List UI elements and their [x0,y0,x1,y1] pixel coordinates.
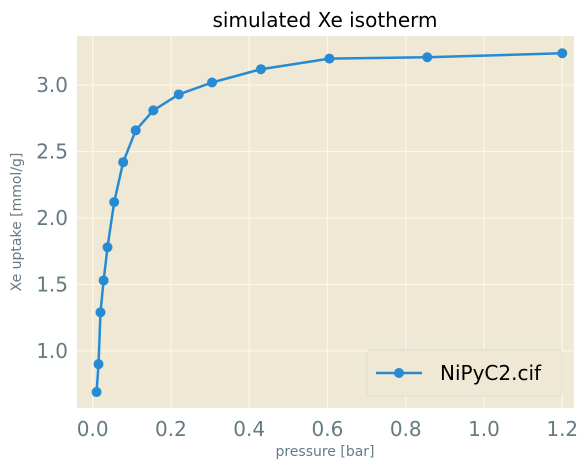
data-point [324,53,335,64]
x-tick-label: 0.2 [155,417,187,441]
x-tick-label: 0.8 [390,417,422,441]
x-tick-label: 1.0 [468,417,500,441]
data-point [207,77,218,88]
plot-area [77,36,574,408]
x-tick-label: 0.6 [312,417,344,441]
legend-marker-sample [394,368,404,378]
data-point [109,197,120,208]
data-point [93,359,104,370]
data-point [95,307,106,318]
y-tick-label: 3.0 [36,73,68,97]
legend-box [366,349,563,397]
data-point [422,52,433,63]
grid-lines [77,36,574,408]
data-point [557,48,568,59]
x-tick-label: 0.4 [233,417,265,441]
x-tick-label: 0.0 [77,417,109,441]
legend: NiPyC2.cif [366,349,563,397]
data-point [173,89,184,100]
y-tick-label: 2.0 [36,206,68,230]
chart-title: simulated Xe isotherm [213,8,438,32]
y-tick-label: 1.5 [36,272,68,296]
data-point [118,157,129,168]
x-tick-label: 1.2 [546,417,578,441]
data-point [102,242,113,253]
data-point [91,387,102,398]
data-point [130,125,141,136]
data-point [255,64,266,75]
y-tick-label: 2.5 [36,140,68,164]
data-point [98,275,109,286]
x-axis-ticks: 0.0 0.2 0.4 0.6 0.8 1.0 1.2 [77,417,578,441]
y-tick-label: 1.0 [36,339,68,363]
legend-label: NiPyC2.cif [440,361,542,385]
x-axis-title: pressure [bar] [275,444,374,460]
y-axis-ticks: 1.0 1.5 2.0 2.5 3.0 [36,73,68,363]
data-point [148,105,159,116]
y-axis-title: Xe uptake [mmol/g] [9,153,25,292]
series-layer [91,48,568,398]
